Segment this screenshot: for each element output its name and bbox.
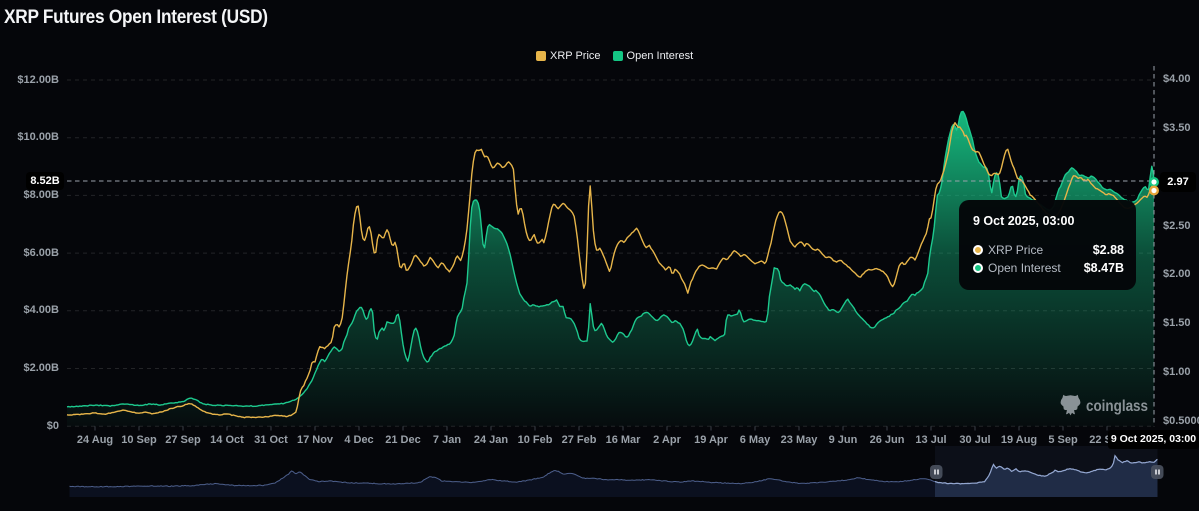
- svg-text:coinglass: coinglass: [1086, 398, 1148, 415]
